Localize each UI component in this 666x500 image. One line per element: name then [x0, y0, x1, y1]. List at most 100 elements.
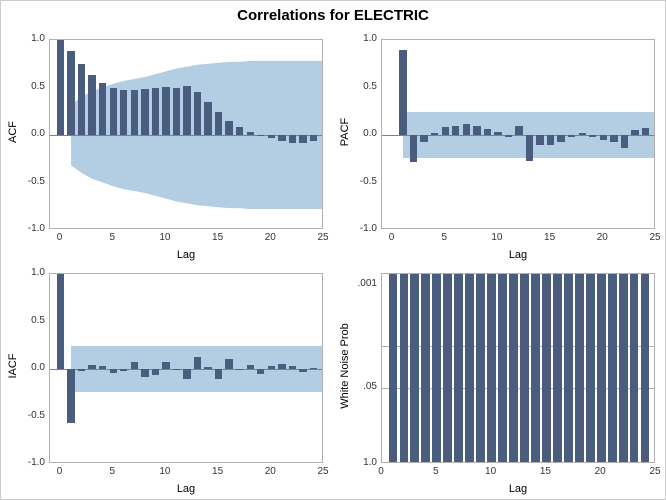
pacf-xtick: 25 [645, 232, 665, 243]
panel-acf: ACFLag-1.0-0.50.00.51.00510152025 [1, 31, 333, 265]
wn-xtick: 15 [535, 466, 555, 477]
pacf-bar [431, 133, 438, 135]
pacf-bar [547, 135, 554, 145]
acf-bar [257, 135, 264, 136]
pacf-bar [515, 126, 522, 136]
acf-bar [78, 64, 85, 135]
chart-title: Correlations for ELECTRIC [1, 7, 665, 24]
iacf-bar [152, 369, 159, 375]
pacf-ytick: 0.5 [347, 81, 377, 92]
pacf-bar [642, 128, 649, 135]
acf-plot-area [49, 39, 323, 229]
wn-xtick: 25 [645, 466, 665, 477]
acf-bar [162, 87, 169, 135]
acf-bar [99, 83, 106, 135]
pacf-bar [568, 135, 575, 137]
pacf-bar [452, 126, 459, 136]
acf-xtick: 5 [102, 232, 122, 243]
acf-bar [110, 88, 117, 136]
acf-bar [278, 135, 285, 141]
acf-ytick: 0.5 [15, 81, 45, 92]
acf-bar [289, 135, 296, 143]
acf-bar [204, 102, 211, 135]
pacf-bar [526, 135, 533, 161]
iacf-bar [299, 369, 306, 372]
wn-bar [641, 274, 650, 463]
wn-xtick: 0 [371, 466, 391, 477]
iacf-bar [236, 369, 243, 370]
iacf-bar [268, 366, 275, 369]
acf-xtick: 15 [208, 232, 228, 243]
wn-bar [520, 274, 529, 463]
iacf-ytick: 0.0 [15, 362, 45, 373]
acf-bar [131, 90, 138, 135]
wn-xlabel: Lag [381, 483, 655, 495]
acf-bar [310, 135, 317, 141]
wn-bar [465, 274, 474, 463]
wn-bar [498, 274, 507, 463]
pacf-ytick: 0.0 [347, 128, 377, 139]
pacf-bar [399, 50, 406, 136]
wn-bar [619, 274, 628, 463]
iacf-bar [289, 366, 296, 369]
acf-bar [236, 127, 243, 135]
iacf-xtick: 5 [102, 466, 122, 477]
acf-xtick: 20 [260, 232, 280, 243]
panel-iacf: IACFLag-1.0-0.50.00.51.00510152025 [1, 265, 333, 499]
wn-plot-area [381, 273, 655, 463]
wn-bar [454, 274, 463, 463]
pacf-ytick: -1.0 [347, 223, 377, 234]
iacf-bar [310, 368, 317, 369]
iacf-ytick: -0.5 [15, 410, 45, 421]
acf-bar [215, 112, 222, 135]
iacf-bar [215, 369, 222, 379]
wn-bar [432, 274, 441, 463]
iacf-bar [225, 359, 232, 369]
iacf-xtick: 0 [50, 466, 70, 477]
wn-bar [553, 274, 562, 463]
iacf-bar [57, 274, 64, 369]
pacf-bar [557, 135, 564, 142]
wn-bar [400, 274, 409, 463]
wn-xtick: 5 [426, 466, 446, 477]
iacf-bar [173, 369, 180, 370]
iacf-ytick: -1.0 [15, 457, 45, 468]
pacf-xtick: 10 [487, 232, 507, 243]
acf-bar [120, 90, 127, 135]
wn-bar [443, 274, 452, 463]
acf-bar [268, 135, 275, 138]
pacf-bar [410, 135, 417, 162]
acf-bar [57, 40, 64, 135]
pacf-bar [600, 135, 607, 140]
pacf-ytick: 1.0 [347, 33, 377, 44]
acf-xtick: 10 [155, 232, 175, 243]
panel-wn: White Noise ProbLag.001.051.00510152025 [333, 265, 665, 499]
iacf-bar [141, 369, 148, 377]
acf-xlabel: Lag [49, 249, 323, 261]
wn-bar [487, 274, 496, 463]
wn-ytick: .05 [347, 381, 377, 392]
pacf-xtick: 15 [540, 232, 560, 243]
iacf-bar [183, 369, 190, 379]
pacf-bar [536, 135, 543, 145]
iacf-xtick: 20 [260, 466, 280, 477]
iacf-bar [99, 366, 106, 369]
iacf-xtick: 15 [208, 466, 228, 477]
pacf-xtick: 20 [592, 232, 612, 243]
iacf-ytick: 1.0 [15, 267, 45, 278]
wn-bar [389, 274, 398, 463]
pacf-bar [505, 135, 512, 137]
iacf-bar [247, 365, 254, 369]
wn-xtick: 10 [481, 466, 501, 477]
panel-pacf: PACFLag-1.0-0.50.00.51.00510152025 [333, 31, 665, 265]
pacf-xtick: 5 [434, 232, 454, 243]
pacf-bar [420, 135, 427, 142]
wn-bar [509, 274, 518, 463]
wn-bar [476, 274, 485, 463]
acf-bar [183, 86, 190, 135]
iacf-xtick: 25 [313, 466, 333, 477]
pacf-bar [442, 127, 449, 135]
acf-bar [247, 132, 254, 135]
iacf-bar [67, 369, 74, 423]
wn-bar [421, 274, 430, 463]
